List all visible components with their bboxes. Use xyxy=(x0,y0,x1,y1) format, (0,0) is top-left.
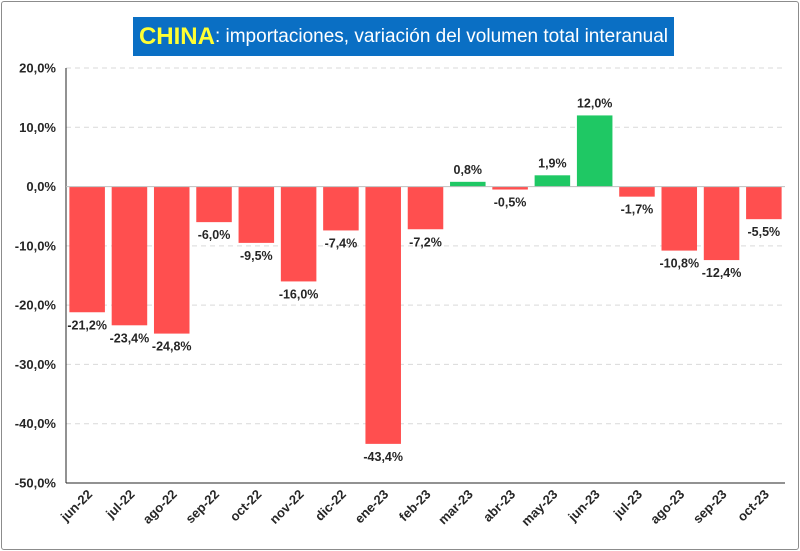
data-labels: -21,2%-23,4%-24,8% -6,0% -9,5% -16,0% -7,4% -… xyxy=(67,96,780,463)
bar xyxy=(703,186,740,261)
x-tick-label: nov-22 xyxy=(267,487,307,527)
data-label: 0,8% xyxy=(454,163,483,177)
bar xyxy=(365,186,401,444)
x-tick-label: oct-23 xyxy=(734,487,772,525)
x-tick-label: oct-22 xyxy=(227,487,265,525)
data-label: -24,8% xyxy=(152,340,192,354)
x-tick-label: jun-23 xyxy=(564,487,602,525)
data-label: -21,2% xyxy=(67,318,107,332)
chart-title-country: CHINA xyxy=(138,22,215,50)
bar xyxy=(323,186,359,231)
bar xyxy=(111,186,148,326)
data-label: -23,4% xyxy=(110,331,150,345)
bar xyxy=(69,186,105,313)
x-tick-label: ene-23 xyxy=(352,487,392,527)
bar xyxy=(534,175,571,187)
bar xyxy=(576,115,613,187)
bar xyxy=(238,186,275,243)
y-tick-label: -50,0% xyxy=(15,476,57,491)
bar xyxy=(280,186,317,282)
data-label: -12,4% xyxy=(702,266,742,280)
bars xyxy=(69,115,782,444)
data-label: -1,7% xyxy=(621,203,654,217)
data-label: -5,5% xyxy=(748,225,781,239)
data-label: -7,2% xyxy=(409,235,442,249)
data-label: -16,0% xyxy=(279,287,319,301)
data-label: -0,5% xyxy=(494,196,527,210)
bar xyxy=(407,186,444,230)
x-tick-label: ago-22 xyxy=(140,487,180,527)
x-tick-label: jun-22 xyxy=(57,487,95,525)
bar xyxy=(619,186,655,197)
bar xyxy=(661,186,698,251)
bar xyxy=(492,186,528,190)
x-tick-label: ago-23 xyxy=(647,487,687,527)
y-tick-label: -10,0% xyxy=(15,238,57,253)
x-tick-label: jul-22 xyxy=(102,487,137,522)
data-label: -43,4% xyxy=(363,450,403,464)
data-label: 1,9% xyxy=(538,156,567,170)
data-label: -10,8% xyxy=(659,257,699,271)
x-tick-label: may-23 xyxy=(518,487,560,529)
y-axis: 20,0% 10,0% 0,0% -10,0% -20,0% -30,0% -40,0% -5… xyxy=(15,61,67,491)
x-tick-label: jul-23 xyxy=(610,487,645,522)
bar xyxy=(746,186,782,220)
chart-title: CHINA: importaciones, variación del volu… xyxy=(133,17,674,56)
bar xyxy=(196,186,232,223)
chart-title-text: : importaciones, variación del volumen t… xyxy=(214,25,669,47)
data-label: -6,0% xyxy=(198,228,231,242)
data-label: -7,4% xyxy=(325,236,358,250)
x-tick-label: dic-22 xyxy=(312,487,349,524)
bar xyxy=(153,186,190,334)
x-tick-label: feb-23 xyxy=(396,487,434,525)
y-tick-label: 0,0% xyxy=(26,179,56,194)
x-tick-label: sep-22 xyxy=(182,487,222,527)
data-label: 12,0% xyxy=(577,96,612,110)
y-tick-label: 10,0% xyxy=(19,120,56,135)
x-tick-label: mar-23 xyxy=(435,487,476,528)
x-tick-label: abr-23 xyxy=(480,487,518,525)
y-tick-label: -40,0% xyxy=(15,416,57,431)
y-tick-label: -30,0% xyxy=(15,357,57,372)
y-tick-label: 20,0% xyxy=(19,61,56,76)
y-tick-label: -20,0% xyxy=(15,298,57,313)
data-label: -9,5% xyxy=(240,249,273,263)
x-tick-label: sep-23 xyxy=(690,487,730,527)
bar xyxy=(450,181,486,187)
